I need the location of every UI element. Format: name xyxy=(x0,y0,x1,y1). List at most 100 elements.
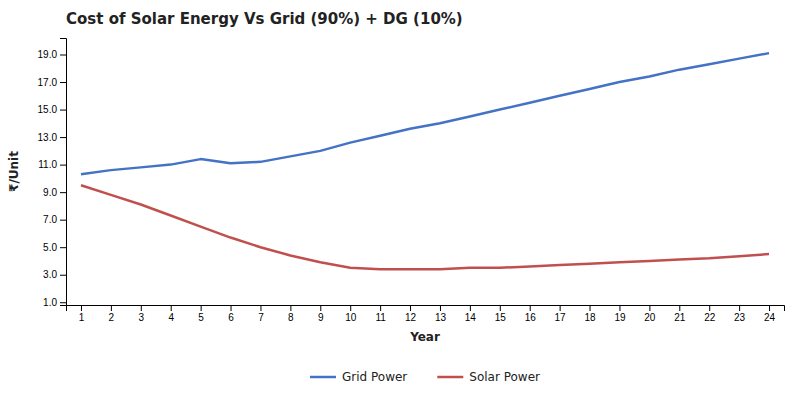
tick: 18 xyxy=(584,305,596,323)
tick: 7 xyxy=(258,305,264,323)
legend: Grid Power Solar Power xyxy=(310,370,540,384)
tick-mark xyxy=(500,305,501,311)
title: Cost of Solar Energy Vs Grid (90%) + DG … xyxy=(66,10,463,28)
tick-label: 9 xyxy=(318,312,324,323)
tick-mark xyxy=(410,305,411,311)
chart: 1234567891011121314151617181920212223241… xyxy=(0,0,806,393)
tick-mark xyxy=(260,305,261,311)
legend-item: Solar Power xyxy=(437,370,540,384)
tick-mark xyxy=(679,305,680,311)
tick-label: 19 xyxy=(614,312,626,323)
tick: 9 xyxy=(318,305,324,323)
tick-label: 7.0 xyxy=(43,214,57,225)
tick-mark xyxy=(60,82,66,83)
tick: 24 xyxy=(764,305,776,323)
tick-label: 13.0 xyxy=(38,132,58,143)
tick: 13.0 xyxy=(38,132,66,143)
tick: 5.0 xyxy=(43,242,66,253)
tick: 4 xyxy=(168,305,174,323)
tick-label: 19.0 xyxy=(38,49,58,60)
tick-label: 24 xyxy=(764,312,776,323)
tick-label: 6 xyxy=(228,312,234,323)
tick-label: 15.0 xyxy=(38,104,58,115)
series-group xyxy=(81,53,769,269)
tick-mark xyxy=(619,305,620,311)
tick-label: 20 xyxy=(644,312,656,323)
tick: 1 xyxy=(79,305,85,323)
tick-mark xyxy=(440,305,441,311)
tick-mark xyxy=(60,110,66,111)
tick-label: 8 xyxy=(288,312,294,323)
tick: 6 xyxy=(228,305,234,323)
tick: 9.0 xyxy=(43,187,66,198)
tick: 1.0 xyxy=(43,297,66,308)
tick-mark xyxy=(141,305,142,311)
tick: 19 xyxy=(614,305,626,323)
tick-mark xyxy=(201,305,202,311)
legend-swatch xyxy=(437,376,463,379)
tick: 11.0 xyxy=(38,159,66,170)
tick-mark xyxy=(769,305,770,311)
tick-label: 14 xyxy=(465,312,477,323)
tick-mark xyxy=(649,305,650,311)
tick-mark xyxy=(171,305,172,311)
tick-mark xyxy=(709,305,710,311)
tick-mark xyxy=(60,275,66,276)
tick: 14 xyxy=(465,305,477,323)
legend-item: Grid Power xyxy=(310,370,407,384)
tick-mark xyxy=(60,55,66,56)
tick-label: 23 xyxy=(734,312,746,323)
tick-mark xyxy=(350,305,351,311)
tick: 17 xyxy=(555,305,567,323)
tick-label: 22 xyxy=(704,312,716,323)
axis-line xyxy=(67,306,785,312)
axis-line xyxy=(60,39,67,306)
tick-label: 21 xyxy=(674,312,686,323)
tick-mark xyxy=(60,247,66,248)
tick: 11 xyxy=(375,305,386,323)
tick: 19.0 xyxy=(38,49,66,60)
tick: 20 xyxy=(644,305,656,323)
tick-mark xyxy=(560,305,561,311)
tick: 5 xyxy=(198,305,204,323)
line xyxy=(81,53,769,174)
tick: 21 xyxy=(674,305,686,323)
tick-mark xyxy=(530,305,531,311)
tick-mark xyxy=(590,305,591,311)
legend-swatch xyxy=(310,376,336,379)
tick-label: 5 xyxy=(198,312,204,323)
tick-mark xyxy=(380,305,381,311)
tick-mark xyxy=(231,305,232,311)
plot: 1234567891011121314151617181920212223241… xyxy=(38,39,785,324)
tick-label: 13 xyxy=(435,312,447,323)
tick-label: 3 xyxy=(139,312,145,323)
tick: 8 xyxy=(288,305,294,323)
tick-label: 17.0 xyxy=(38,77,58,88)
tick-label: 17 xyxy=(555,312,567,323)
tick: 2 xyxy=(109,305,115,323)
tick-mark xyxy=(60,192,66,193)
tick-label: 4 xyxy=(168,312,174,323)
tick: 15.0 xyxy=(38,104,66,115)
tick-mark xyxy=(470,305,471,311)
tick-label: 3.0 xyxy=(43,269,57,280)
tick: 15 xyxy=(495,305,507,323)
tick: 3.0 xyxy=(43,269,66,280)
tick: 12 xyxy=(405,305,417,323)
tick-label: 11.0 xyxy=(38,159,57,170)
tick-label: 9.0 xyxy=(43,187,57,198)
tick-mark xyxy=(739,305,740,311)
x-axis-label: Year xyxy=(409,330,440,344)
tick-label: 7 xyxy=(258,312,264,323)
tick: 22 xyxy=(704,305,716,323)
tick-label: 1 xyxy=(79,312,85,323)
line xyxy=(81,185,769,269)
tick: 3 xyxy=(139,305,145,323)
tick-label: 18 xyxy=(584,312,596,323)
tick-mark xyxy=(320,305,321,311)
tick-label: 11 xyxy=(375,312,386,323)
tick-label: 15 xyxy=(495,312,507,323)
tick-mark xyxy=(60,302,66,303)
tick-mark xyxy=(81,305,82,311)
tick: 17.0 xyxy=(38,77,66,88)
